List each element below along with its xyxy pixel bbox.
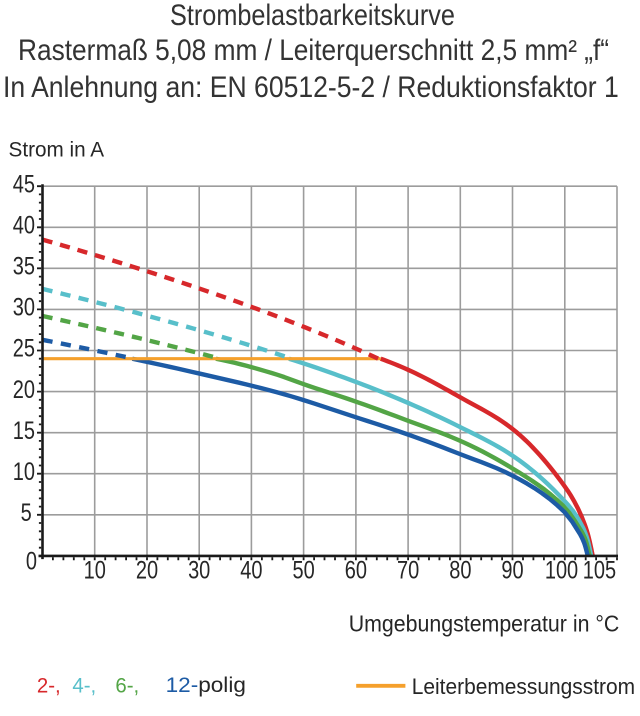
svg-text:45: 45 <box>13 170 35 198</box>
svg-text:25: 25 <box>13 335 35 363</box>
svg-text:10: 10 <box>84 556 106 584</box>
svg-text:12-polig: 12-polig <box>166 672 246 696</box>
svg-text:Leiterbemessungsstrom: Leiterbemessungsstrom <box>412 674 635 699</box>
svg-text:2-,: 2-, <box>37 674 61 698</box>
svg-text:30: 30 <box>188 556 210 584</box>
svg-text:60: 60 <box>345 556 367 584</box>
svg-text:20: 20 <box>13 376 35 404</box>
svg-text:5: 5 <box>21 499 32 527</box>
svg-text:80: 80 <box>449 556 471 584</box>
svg-text:0: 0 <box>26 547 37 575</box>
svg-text:35: 35 <box>13 252 35 280</box>
svg-text:20: 20 <box>136 556 158 584</box>
svg-text:10: 10 <box>13 458 35 486</box>
svg-text:Umgebungstemperatur in °C: Umgebungstemperatur in °C <box>349 611 620 637</box>
svg-text:Strom in A: Strom in A <box>9 138 106 161</box>
svg-text:15: 15 <box>13 417 35 445</box>
svg-text:6-,: 6-, <box>115 674 139 698</box>
svg-text:100: 100 <box>545 556 578 584</box>
svg-text:70: 70 <box>397 556 419 584</box>
svg-text:40: 40 <box>240 556 262 584</box>
svg-text:90: 90 <box>501 556 523 584</box>
svg-text:4-,: 4-, <box>72 674 96 698</box>
svg-text:40: 40 <box>13 211 35 239</box>
svg-text:50: 50 <box>293 556 315 584</box>
svg-text:105: 105 <box>583 556 616 584</box>
svg-text:30: 30 <box>13 294 35 322</box>
